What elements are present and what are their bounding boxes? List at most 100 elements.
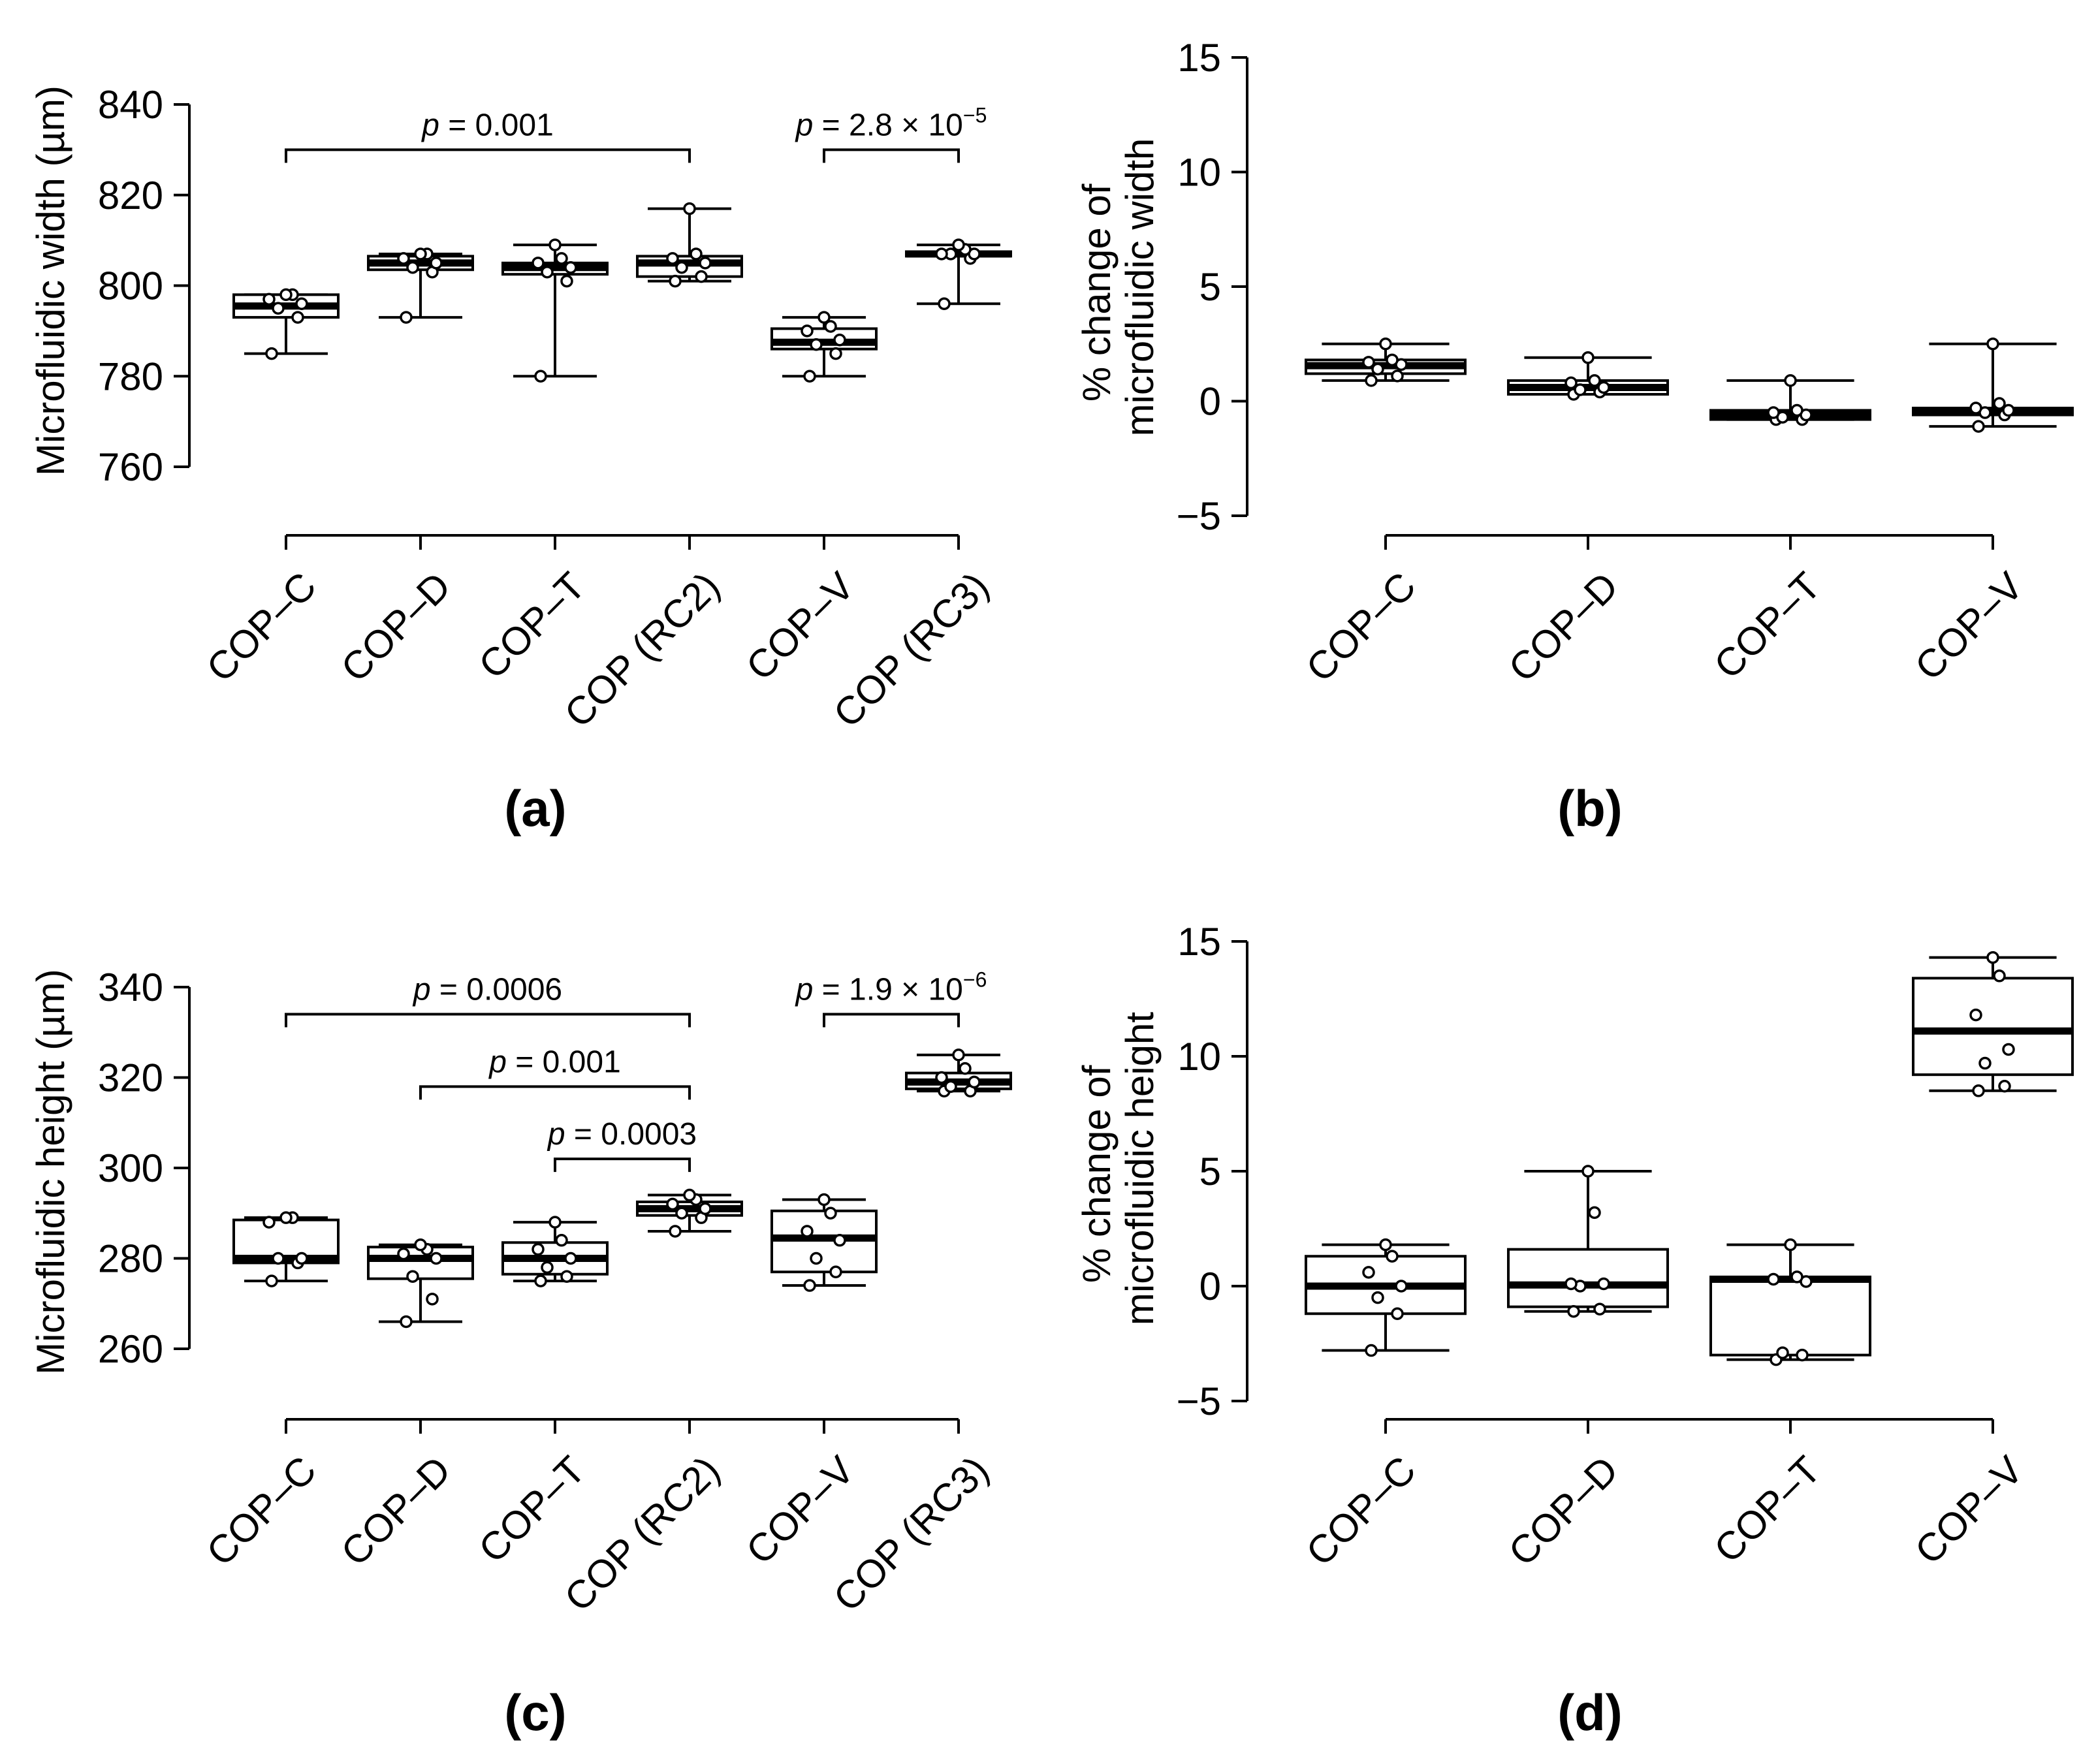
data-point	[532, 257, 545, 270]
data-point	[690, 247, 703, 260]
y-tick-label: 0	[1199, 1265, 1221, 1308]
panel-c-y-axis-label: Microfluidic height (µm)	[29, 969, 72, 1374]
p-value-label: p = 0.0006	[412, 973, 562, 1007]
y-tick-label: 260	[98, 1327, 163, 1371]
panel-d-y-axis-label-line2: microfluidic height	[1118, 1012, 1162, 1326]
data-point	[1371, 1291, 1384, 1304]
data-point	[414, 1238, 427, 1252]
data-point	[824, 320, 837, 333]
y-tick-label: 10	[1177, 151, 1221, 195]
data-point	[1391, 370, 1404, 383]
data-point	[555, 252, 568, 265]
significance-bracket	[285, 148, 691, 163]
data-point	[1581, 351, 1595, 364]
panel-a-y-axis-label: Microfluidic width (µm)	[29, 86, 72, 476]
y-tick-label: 780	[98, 354, 163, 398]
data-point	[2002, 403, 2015, 417]
data-point	[669, 1225, 682, 1238]
data-point	[406, 261, 419, 274]
data-point	[1581, 1165, 1595, 1178]
data-point	[935, 1071, 948, 1084]
data-point	[1972, 1084, 1985, 1097]
box	[1507, 1248, 1669, 1308]
data-point	[262, 1216, 276, 1229]
data-point	[666, 252, 679, 265]
data-point	[426, 1293, 439, 1306]
data-point	[683, 202, 696, 215]
data-point	[818, 311, 831, 324]
data-point	[279, 288, 293, 302]
data-point	[935, 247, 948, 260]
y-tick-label: 10	[1177, 1035, 1221, 1079]
panel-b-label: (b)	[1557, 780, 1623, 837]
data-point	[1993, 969, 2006, 983]
y-tick-label: 340	[98, 966, 163, 1009]
data-point	[564, 1252, 577, 1265]
data-point	[397, 1247, 410, 1261]
data-point	[1564, 1277, 1578, 1291]
data-point	[699, 1202, 712, 1216]
box	[1912, 977, 2074, 1077]
data-point	[400, 1315, 413, 1329]
data-point	[1972, 420, 1985, 433]
p-value-label: p = 0.001	[421, 108, 554, 142]
data-point	[1371, 362, 1384, 376]
data-point	[675, 1206, 688, 1220]
data-point	[699, 257, 712, 270]
y-tick-label: 15	[1177, 920, 1221, 964]
data-point	[1986, 338, 1999, 351]
data-point	[1784, 374, 1797, 387]
data-point	[833, 1234, 846, 1247]
data-point	[1395, 1280, 1408, 1293]
data-point	[1391, 1307, 1404, 1320]
data-point	[265, 1274, 278, 1287]
data-point	[534, 370, 547, 383]
data-point	[1574, 383, 1587, 396]
p-value-label: p = 1.9 × 10−6	[795, 968, 987, 1007]
data-point	[548, 1216, 562, 1229]
data-point	[1998, 1080, 2011, 1093]
data-point	[291, 311, 304, 324]
data-point	[548, 238, 562, 251]
y-tick-label: 5	[1199, 1150, 1221, 1193]
significance-bracket	[554, 1158, 691, 1173]
data-point	[1386, 1250, 1399, 1263]
data-point	[669, 274, 682, 288]
data-point	[397, 252, 410, 265]
y-tick-label: −5	[1177, 494, 1221, 538]
data-point	[564, 261, 577, 274]
y-tick-label: 300	[98, 1146, 163, 1190]
data-point	[944, 1080, 957, 1094]
data-point	[265, 347, 278, 360]
data-point	[803, 1279, 816, 1292]
data-point	[666, 1197, 679, 1211]
data-point	[833, 334, 846, 347]
data-point	[532, 1242, 545, 1256]
significance-bracket	[823, 1013, 960, 1028]
panel-a-label: (a)	[504, 780, 566, 837]
box	[367, 1246, 474, 1280]
y-tick-label: 840	[98, 83, 163, 127]
data-point	[1796, 1348, 1809, 1362]
data-point	[829, 1265, 842, 1279]
data-point	[1790, 403, 1803, 417]
y-tick-label: 280	[98, 1237, 163, 1281]
y-tick-label: 760	[98, 445, 163, 489]
data-point	[2002, 1043, 2015, 1056]
data-point	[1978, 1056, 1992, 1070]
data-point	[1567, 1304, 1580, 1318]
data-point	[1379, 1238, 1392, 1252]
data-point	[683, 1188, 696, 1202]
significance-bracket	[823, 148, 960, 163]
data-point	[1767, 1272, 1780, 1286]
data-point	[1386, 353, 1399, 367]
data-point	[430, 257, 443, 270]
panel-d-y-axis-label-line1: % change of	[1075, 1065, 1119, 1283]
data-point	[272, 1252, 285, 1265]
data-point	[695, 270, 708, 283]
data-point	[555, 1234, 568, 1247]
data-point	[801, 1225, 814, 1238]
data-point	[1379, 338, 1392, 351]
p-value-label: p = 0.001	[488, 1045, 621, 1079]
